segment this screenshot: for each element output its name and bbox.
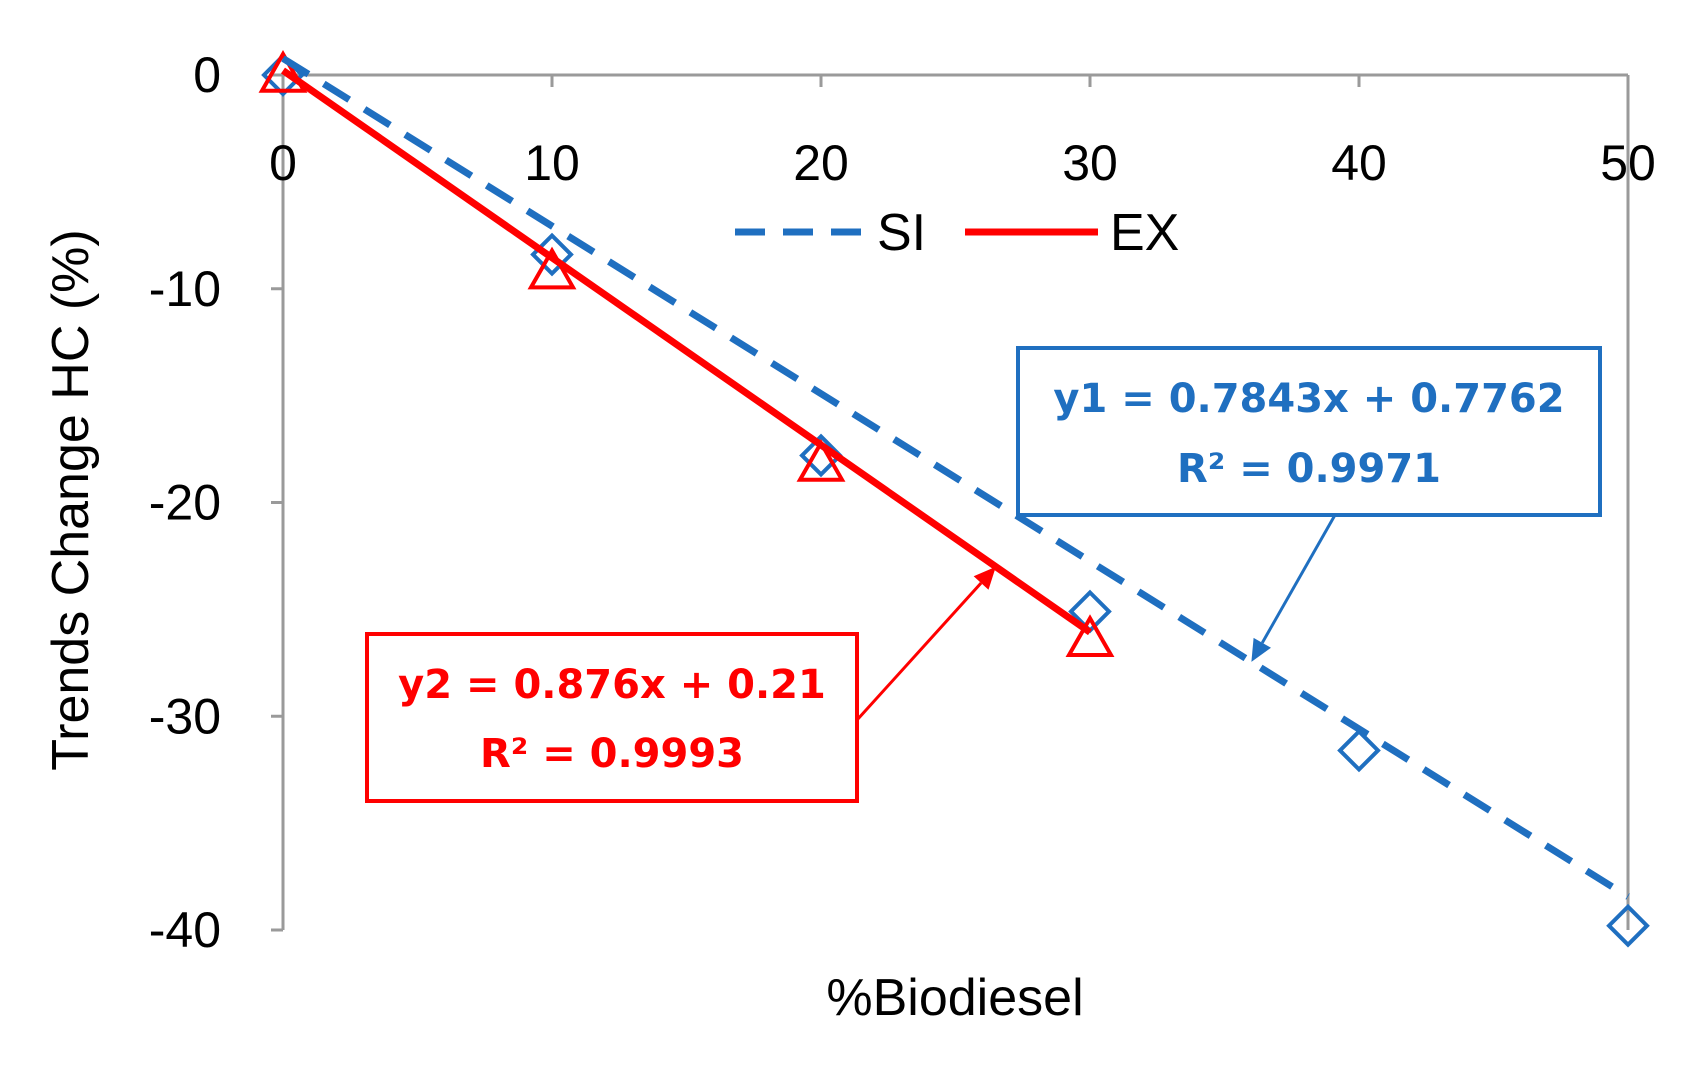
annotation-si-box: [1016, 346, 1602, 517]
x-axis-title: %Biodiesel: [826, 969, 1083, 1027]
y-tick-label: -20: [149, 475, 221, 531]
y-tick-label: -10: [149, 261, 221, 317]
annotation-ex-arrowhead: [973, 566, 996, 590]
trendline-si: [281, 55, 1630, 900]
annotation-ex-r2: R² = 0.9993: [480, 731, 744, 777]
annotation-ex-equation: y2 = 0.876x + 0.21: [398, 662, 826, 708]
trendline-ex: [281, 67, 1092, 636]
x-axis-ticks: 0 10 20 30 40 50: [269, 75, 1656, 191]
y-tick-label: -30: [149, 688, 221, 744]
series-layer: [258, 49, 1650, 948]
data-point-si: [1606, 903, 1650, 948]
legend-si-label: SI: [877, 204, 926, 262]
annotation-si-r2: R² = 0.9971: [1177, 446, 1441, 492]
y-tick-label: -40: [149, 902, 221, 958]
y-tick-label: 0: [193, 47, 221, 103]
x-tick-label: 0: [269, 135, 297, 191]
data-point-ex: [1065, 614, 1115, 658]
data-point-ex: [796, 438, 846, 482]
x-tick-label: 10: [524, 135, 580, 191]
annotation-ex-box: [365, 632, 859, 803]
x-tick-label: 30: [1062, 135, 1118, 191]
annotation-si-arrow: [1260, 514, 1337, 644]
x-tick-label: 40: [1331, 135, 1387, 191]
annotation-si: y1 = 0.7843x + 0.7762 R² = 0.9971: [1016, 346, 1602, 662]
annotation-ex: y2 = 0.876x + 0.21 R² = 0.9993: [365, 566, 996, 803]
data-point-si: [1337, 728, 1381, 773]
data-point-si: [799, 433, 843, 478]
data-point-ex: [258, 49, 308, 93]
y-axis-title: Trends Change HC (%): [42, 229, 100, 770]
x-tick-label: 50: [1600, 135, 1656, 191]
annotation-ex-arrow: [855, 582, 983, 722]
y-axis-ticks: 0 -10 -20 -30 -40: [149, 47, 283, 958]
annotation-si-equation: y1 = 0.7843x + 0.7762: [1053, 376, 1564, 422]
annotation-si-arrowhead: [1251, 637, 1271, 662]
legend: SI EX: [735, 204, 1179, 262]
legend-ex-label: EX: [1110, 204, 1179, 262]
x-tick-label: 20: [793, 135, 849, 191]
